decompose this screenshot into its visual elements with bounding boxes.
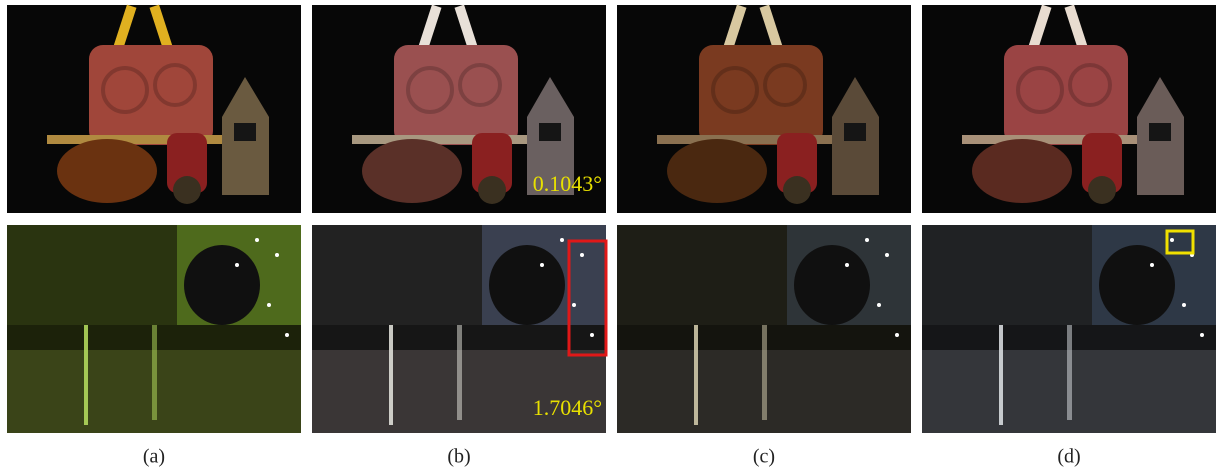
- board-relief: [155, 65, 195, 105]
- light-point: [255, 238, 259, 242]
- figurine-head: [173, 176, 201, 204]
- plant: [489, 245, 565, 325]
- easel-bar: [352, 135, 552, 144]
- light-point: [590, 333, 594, 337]
- board-relief: [103, 68, 147, 112]
- light-point: [1170, 238, 1174, 242]
- panel-grid: [7, 5, 1216, 433]
- pumpkin: [667, 139, 767, 203]
- light-streak: [389, 325, 393, 425]
- easel-bar: [657, 135, 857, 144]
- light-point: [285, 333, 289, 337]
- plant: [794, 245, 870, 325]
- light-point: [275, 253, 279, 257]
- image-panel: [7, 5, 301, 213]
- light-streak: [1067, 325, 1072, 420]
- light-point: [845, 263, 849, 267]
- board-relief: [460, 65, 500, 105]
- light-point: [1182, 303, 1186, 307]
- light-point: [235, 263, 239, 267]
- house-window: [844, 123, 866, 141]
- image-panel: [617, 5, 911, 213]
- light-point: [580, 253, 584, 257]
- image-panel: [922, 5, 1216, 213]
- pumpkin: [972, 139, 1072, 203]
- board-relief: [1018, 68, 1062, 112]
- figurine-head: [783, 176, 811, 204]
- board-relief: [1070, 65, 1110, 105]
- light-point: [877, 303, 881, 307]
- pumpkin: [57, 139, 157, 203]
- angular-error: 0.1043°: [533, 171, 602, 196]
- house-window: [1149, 123, 1171, 141]
- light-point: [895, 333, 899, 337]
- board-relief: [408, 68, 452, 112]
- easel-bar: [47, 135, 247, 144]
- light-point: [1150, 263, 1154, 267]
- light-point: [267, 303, 271, 307]
- light-point: [885, 253, 889, 257]
- light-point: [560, 238, 564, 242]
- pumpkin: [362, 139, 462, 203]
- light-point: [865, 238, 869, 242]
- image-panel: [922, 225, 1216, 433]
- figurine-head: [1088, 176, 1116, 204]
- light-streak: [999, 325, 1003, 425]
- angular-error: 1.7046°: [533, 395, 602, 420]
- light-point: [572, 303, 576, 307]
- image-panel: [617, 225, 911, 433]
- panel-label: (b): [447, 446, 470, 468]
- plant: [1099, 245, 1175, 325]
- house-window: [234, 123, 256, 141]
- house-window: [539, 123, 561, 141]
- plant: [184, 245, 260, 325]
- light-streak: [762, 325, 767, 420]
- board-relief: [713, 68, 757, 112]
- light-point: [540, 263, 544, 267]
- board-relief: [765, 65, 805, 105]
- light-streak: [84, 325, 88, 425]
- image-panel: [7, 225, 301, 433]
- panel-label: (c): [753, 446, 775, 468]
- light-point: [1200, 333, 1204, 337]
- light-streak: [152, 325, 157, 420]
- figurine-head: [478, 176, 506, 204]
- panel-label: (d): [1057, 446, 1080, 468]
- figure: (a) (b) (c) (d) 0.1043° 1.7046°: [0, 0, 1219, 472]
- light-streak: [457, 325, 462, 420]
- easel-bar: [962, 135, 1162, 144]
- panel-label: (a): [143, 446, 165, 468]
- light-streak: [694, 325, 698, 425]
